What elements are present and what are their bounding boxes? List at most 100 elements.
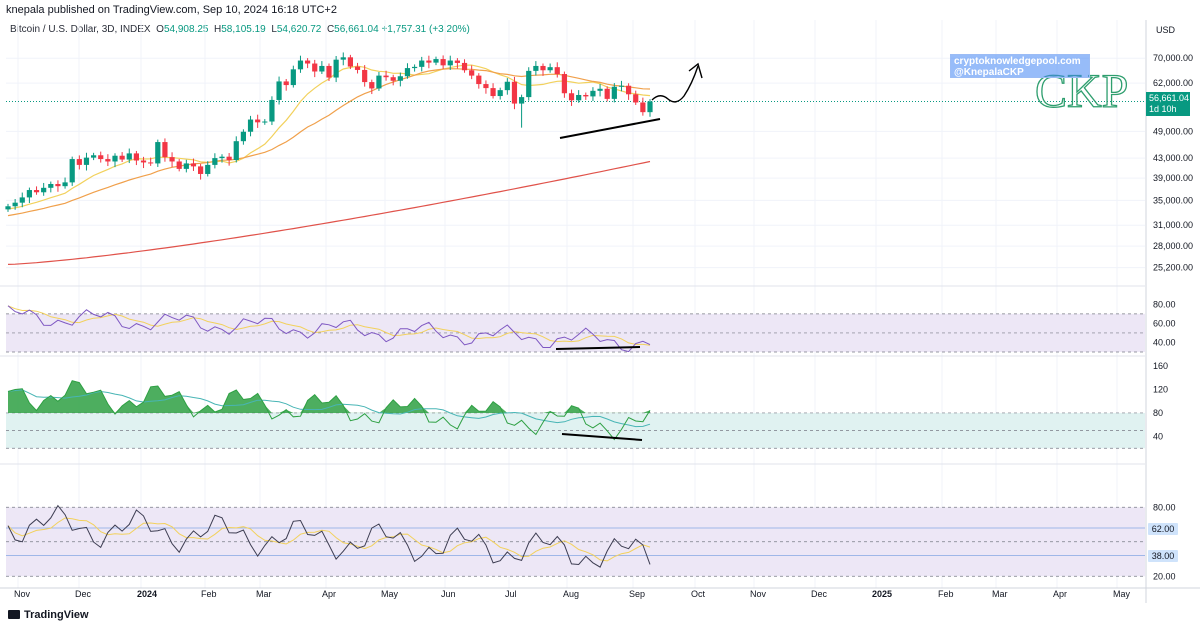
- moving-averages: [8, 65, 650, 264]
- projection-arrow: [652, 66, 698, 102]
- price-tick-label: 39,000.00: [1153, 173, 1193, 183]
- time-tick-label: 2024: [137, 589, 157, 599]
- candle-body: [476, 76, 481, 84]
- candle-body: [269, 100, 274, 122]
- candles: [5, 52, 652, 211]
- candle-body: [55, 184, 60, 186]
- candle-body: [526, 71, 531, 97]
- candle-body: [597, 89, 602, 91]
- time-tick-label: Nov: [14, 589, 31, 599]
- mfi-panel: [6, 381, 1145, 449]
- ma-slow-line: [8, 162, 650, 265]
- candle-body: [348, 57, 353, 66]
- time-tick-label: Nov: [750, 589, 767, 599]
- ma-fast-line: [8, 65, 650, 209]
- time-tick-label: Mar: [256, 589, 272, 599]
- candle-body: [177, 161, 182, 168]
- candle-body: [391, 77, 396, 81]
- candle-body: [276, 81, 281, 100]
- candle-body: [548, 67, 553, 70]
- candle-body: [505, 82, 510, 90]
- candle-body: [412, 67, 417, 68]
- candle-body: [234, 141, 239, 160]
- candle-body: [13, 203, 18, 207]
- time-tick-label: May: [381, 589, 399, 599]
- candle-body: [127, 153, 132, 159]
- candle-body: [376, 76, 381, 89]
- candle-body: [212, 158, 217, 165]
- time-tick-label: Aug: [563, 589, 579, 599]
- candle-body: [91, 155, 96, 157]
- mfi-tick-label: 160: [1153, 361, 1168, 371]
- candle-body: [155, 142, 160, 163]
- candle-body: [355, 67, 360, 70]
- price-tick-label: 25,200.00: [1153, 263, 1193, 273]
- candle-body: [184, 163, 189, 168]
- price-axis[interactable]: 70,000.00 62,000.00 49,000.00 43,000.00 39,0…: [1153, 53, 1193, 581]
- candle-body: [519, 97, 524, 103]
- time-tick-label: Dec: [75, 589, 92, 599]
- price-tick-label: 28,000.00: [1153, 241, 1193, 251]
- tradingview-logo-icon: [8, 610, 20, 619]
- candle-body: [605, 89, 610, 99]
- time-tick-label: Apr: [322, 589, 336, 599]
- candle-body: [469, 70, 474, 75]
- time-tick-label: Jul: [505, 589, 517, 599]
- watermark-handle: @KnepalaCKP: [954, 67, 1086, 78]
- time-tick-label: Mar: [992, 589, 1008, 599]
- candle-body: [98, 155, 103, 159]
- candle-body: [70, 159, 75, 182]
- osc-tick-label: 80.00: [1153, 502, 1176, 512]
- mfi-tick-label: 80: [1153, 408, 1163, 418]
- candle-body: [148, 162, 153, 163]
- candle-body: [326, 66, 331, 78]
- osc-tick-label: 20.00: [1153, 571, 1176, 581]
- candle-body: [41, 188, 46, 192]
- candle-body: [219, 157, 224, 158]
- candle-body: [5, 206, 10, 209]
- time-tick-label: Apr: [1053, 589, 1067, 599]
- last-price: 56,661.04: [1149, 93, 1187, 104]
- candle-body: [241, 132, 246, 141]
- candle-body: [84, 158, 89, 165]
- candle-body: [490, 88, 495, 96]
- candle-body: [612, 87, 617, 99]
- candle-body: [590, 91, 595, 97]
- candle-body: [576, 95, 581, 100]
- candle-body: [433, 59, 438, 63]
- candle-body: [120, 156, 125, 160]
- mfi-tick-label: 40: [1153, 431, 1163, 441]
- chart-canvas[interactable]: 70,000.0062,000.0049,000.0043,000.0039,0…: [0, 0, 1200, 627]
- oscillator-panel: [6, 506, 1145, 577]
- rsi-tick-label: 40.00: [1153, 337, 1176, 347]
- candle-body: [483, 84, 488, 88]
- time-tick-label: Feb: [938, 589, 954, 599]
- candle-body: [626, 86, 631, 95]
- candle-body: [405, 68, 410, 76]
- time-axis[interactable]: Nov Dec 2024 Feb Mar Apr May Jun Jul Aug Sep Oct Nov…: [14, 589, 1131, 599]
- time-tick-label: Sep: [629, 589, 645, 599]
- tradingview-logo[interactable]: TradingView: [8, 609, 89, 621]
- ma-mid-line: [8, 69, 650, 216]
- mfi-tick-label: 120: [1153, 384, 1168, 394]
- level-badge-38: 38.00: [1148, 550, 1178, 562]
- candle-body: [248, 120, 253, 132]
- candle-body: [312, 64, 317, 72]
- candle-body: [305, 61, 310, 64]
- time-tick-label: Dec: [811, 589, 828, 599]
- candle-body: [512, 82, 517, 104]
- watermark-box: cryptoknowledgepool.com @KnepalaCKP: [950, 54, 1090, 78]
- rsi-tick-label: 60.00: [1153, 318, 1176, 328]
- candle-body: [77, 159, 82, 165]
- candle-body: [362, 70, 367, 82]
- candle-body: [191, 163, 196, 166]
- candle-body: [498, 90, 503, 96]
- price-tick-label: 31,000.00: [1153, 220, 1193, 230]
- time-tick-label: 2025: [872, 589, 892, 599]
- brand-label: TradingView: [24, 609, 89, 621]
- candle-body: [105, 159, 110, 161]
- price-tick-label: 35,000.00: [1153, 195, 1193, 205]
- candle-body: [419, 61, 424, 67]
- price-tick-label: 49,000.00: [1153, 126, 1193, 136]
- time-to-close: 1d 10h: [1149, 104, 1187, 115]
